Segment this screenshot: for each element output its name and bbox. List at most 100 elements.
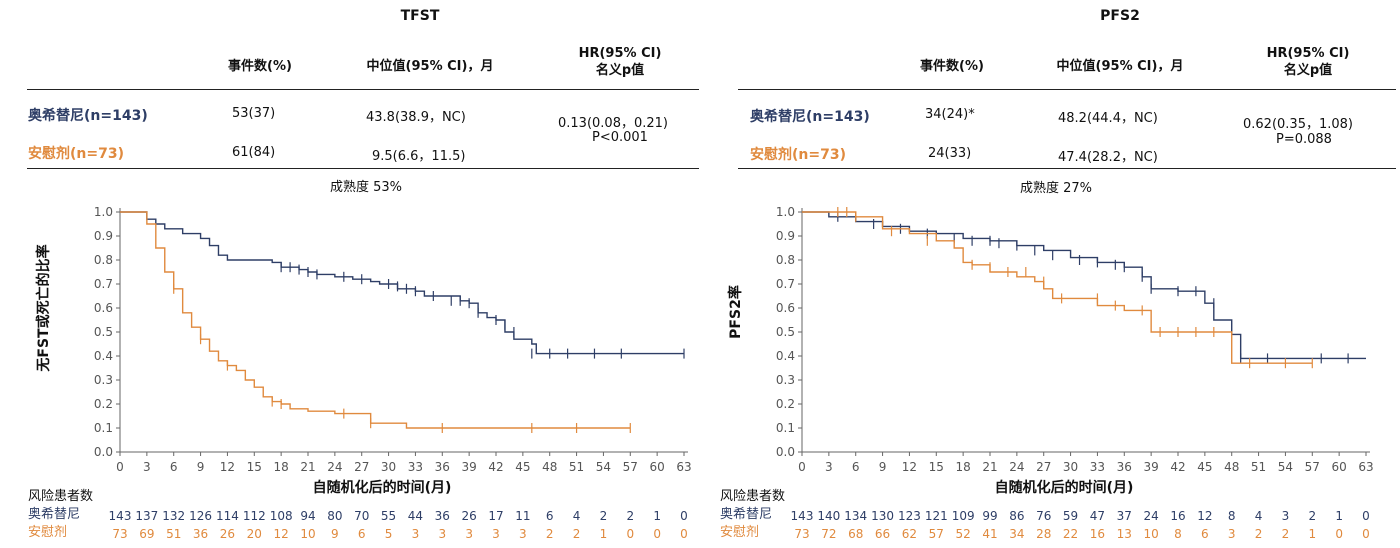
x-tick-label: 12 [902, 460, 917, 474]
risk-count: 52 [956, 527, 971, 541]
risk-count: 137 [135, 509, 158, 523]
x-tick-label: 48 [542, 460, 557, 474]
x-tick-label: 12 [220, 460, 235, 474]
risk-count: 12 [274, 527, 289, 541]
risk-count: 10 [1144, 527, 1159, 541]
x-tick-label: 57 [623, 460, 638, 474]
risk-label-treatment: 奥希替尼 [28, 507, 81, 522]
risk-count: 4 [1255, 509, 1263, 523]
risk-label-placebo: 安慰剂 [720, 525, 760, 540]
risk-count: 73 [112, 527, 127, 541]
risk-count: 109 [952, 509, 975, 523]
risk-count: 134 [844, 509, 867, 523]
risk-count: 34 [1009, 527, 1024, 541]
risk-header: 风险患者数 [720, 489, 786, 504]
x-tick-label: 63 [676, 460, 691, 474]
y-axis-label: PFS2率 [727, 285, 744, 339]
risk-count: 0 [626, 527, 634, 541]
x-tick-label: 54 [596, 460, 611, 474]
risk-count: 2 [1308, 509, 1316, 523]
km-curve-treatment [802, 211, 1366, 360]
y-tick-label: 0.0 [776, 445, 795, 459]
x-tick-label: 39 [462, 460, 477, 474]
risk-count: 44 [408, 509, 423, 523]
x-tick-label: 15 [247, 460, 262, 474]
risk-count: 1 [1335, 509, 1343, 523]
x-tick-label: 27 [354, 460, 369, 474]
events-placebo: 24(33) [928, 146, 972, 161]
hr-value: 0.62(0.35，1.08) [1243, 117, 1353, 132]
x-tick-label: 30 [381, 460, 396, 474]
x-tick-label: 9 [879, 460, 887, 474]
risk-count: 37 [1117, 509, 1132, 523]
km-curve-treatment [120, 211, 684, 355]
risk-count: 2 [1282, 527, 1290, 541]
x-tick-label: 0 [798, 460, 806, 474]
x-tick-label: 6 [170, 460, 178, 474]
median-placebo: 9.5(6.6，11.5) [372, 149, 466, 164]
risk-count: 17 [488, 509, 503, 523]
risk-count: 3 [1228, 527, 1236, 541]
risk-count: 94 [300, 509, 315, 523]
risk-count: 70 [354, 509, 369, 523]
y-tick-label: 0.2 [94, 397, 113, 411]
risk-count: 66 [875, 527, 890, 541]
risk-count: 99 [982, 509, 997, 523]
risk-count: 16 [1090, 527, 1105, 541]
row-label-treatment: 奥希替尼(n=143) [750, 109, 870, 125]
x-tick-label: 60 [1332, 460, 1347, 474]
y-tick-label: 0.7 [776, 277, 795, 291]
risk-count: 3 [412, 527, 420, 541]
x-tick-label: 42 [1170, 460, 1185, 474]
risk-count: 1 [653, 509, 661, 523]
median-treatment: 48.2(44.4，NC) [1058, 111, 1158, 126]
events-treatment: 53(37) [232, 106, 276, 121]
x-tick-label: 0 [116, 460, 124, 474]
risk-count: 143 [791, 509, 814, 523]
y-tick-label: 0.1 [94, 421, 113, 435]
x-tick-label: 24 [327, 460, 342, 474]
x-tick-label: 3 [825, 460, 833, 474]
table-rule-bottom [27, 168, 699, 169]
events-treatment: 34(24)* [925, 107, 975, 122]
y-tick-label: 1.0 [776, 205, 795, 219]
y-tick-label: 0.0 [94, 445, 113, 459]
risk-count: 0 [1362, 509, 1370, 523]
pfs2-km-chart: 0.00.10.20.30.40.50.60.70.80.91.00 3 6 9 12 1… [727, 205, 1374, 541]
risk-count: 114 [216, 509, 239, 523]
x-tick-label: 27 [1036, 460, 1051, 474]
risk-count: 6 [358, 527, 366, 541]
x-tick-label: 21 [300, 460, 315, 474]
risk-label-placebo: 安慰剂 [28, 525, 68, 540]
risk-count: 62 [902, 527, 917, 541]
risk-count: 2 [1255, 527, 1263, 541]
risk-count: 8 [1228, 509, 1236, 523]
risk-count: 20 [247, 527, 262, 541]
row-label-placebo: 安慰剂(n=73) [28, 146, 124, 162]
risk-count: 51 [166, 527, 181, 541]
table-rule-top [27, 89, 699, 90]
y-tick-label: 0.1 [776, 421, 795, 435]
y-tick-label: 1.0 [94, 205, 113, 219]
km-curve-placebo [120, 211, 631, 429]
risk-count: 3 [519, 527, 527, 541]
risk-count: 4 [573, 509, 581, 523]
median-treatment: 43.8(38.9，NC) [366, 110, 466, 125]
y-tick-label: 0.9 [94, 229, 113, 243]
header-median: 中位值(95% CI)，月 [1056, 59, 1184, 74]
risk-count: 3 [1282, 509, 1290, 523]
x-tick-label: 51 [569, 460, 584, 474]
risk-count: 12 [1197, 509, 1212, 523]
risk-count: 28 [1036, 527, 1051, 541]
risk-header: 风险患者数 [28, 489, 94, 504]
x-tick-label: 36 [1117, 460, 1132, 474]
risk-count: 57 [929, 527, 944, 541]
risk-count: 123 [898, 509, 921, 523]
y-tick-label: 0.3 [776, 373, 795, 387]
hr-value: 0.13(0.08，0.21) [558, 116, 668, 131]
header-hr: HR(95% CI) 名义p值 [1266, 46, 1350, 78]
tfst-panel: TFST 事件数(%) 中位值(95% CI)，月 HR(95% CI) 名义p… [27, 8, 699, 541]
risk-count: 121 [925, 509, 948, 523]
header-hr: HR(95% CI) 名义p值 [578, 46, 662, 78]
risk-count: 69 [139, 527, 154, 541]
